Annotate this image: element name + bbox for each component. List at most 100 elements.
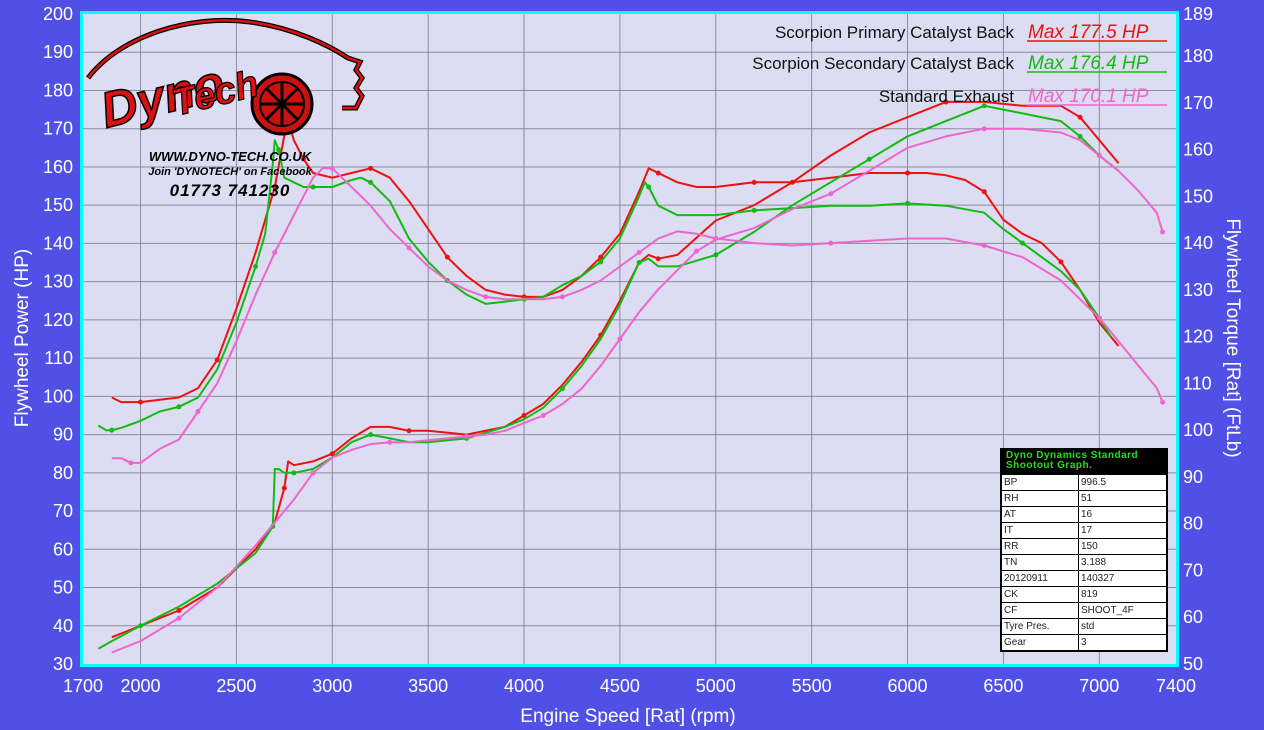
series-torque-point [276,147,282,153]
dyno-tech-logo-graphic: Dyno Tech [86,17,366,139]
x-tick-label: 4500 [600,676,640,696]
x-tick-label: 2000 [121,676,161,696]
info-table-body: BP 996.5 RH 51 AT 16 IT 17 RR 150 TN 3.188 20120911 1… [1001,474,1167,651]
info-key: 20120911 [1001,570,1079,587]
series-torque-point [636,249,642,255]
series-power-point [521,412,527,418]
y2-tick-label: 110 [1183,373,1212,393]
info-row: IT 17 [1001,522,1167,539]
series-power-point [291,470,297,476]
series-torque-point [751,207,757,213]
shootout-info-box: Dyno Dynamics Standard Shootout Graph. B… [1000,448,1168,652]
series-power-point [559,386,565,392]
x-tick-label: 7400 [1156,676,1196,696]
legend-label-primary: Scorpion Primary Catalyst Back [775,23,1015,42]
y-tick-label: 150 [43,195,73,215]
info-row: BP 996.5 [1001,474,1167,491]
y2-tick-label: 189 [1183,4,1213,24]
series-torque-point [214,357,220,363]
series-torque-point [981,189,987,195]
series-power-point [176,615,182,621]
y2-axis-ticks: 50 60 70 80 90 100 110 120 130 140 150 160 170 180 189 [1183,4,1213,674]
legend: Scorpion Primary Catalyst Back Max 177.5… [752,22,1167,107]
info-value: 51 [1078,490,1167,507]
info-row: AT 16 [1001,506,1167,523]
y-tick-label: 60 [53,539,73,559]
series-torque-point [310,184,316,190]
dyno-tech-logo: Dyno Tech [80,16,370,201]
y2-tick-label: 140 [1183,233,1213,253]
legend-max-standard: Max 170.1 HP [1028,86,1149,107]
series-power-point [655,256,661,262]
series-power-point [1160,229,1166,235]
series-torque-point [646,184,652,190]
info-row: CF SHOOT_4F [1001,602,1167,619]
series-power-point [368,432,374,438]
series-torque-point [128,460,134,466]
x-axis-ticks: 1700 2000 2500 3000 3500 4000 4500 5000 5500 6000… [63,676,1196,696]
info-key: TN [1001,554,1079,571]
info-key: BP [1001,474,1079,491]
series-torque-point [713,235,719,241]
info-key: Tyre Pres. [1001,618,1079,635]
info-value: 819 [1078,586,1167,603]
info-value: 996.5 [1078,474,1167,491]
y-tick-label: 160 [43,157,73,177]
info-box-title-line2: Shootout Graph. [1006,460,1093,471]
series-power-line [111,127,1164,654]
series-torque-point [329,165,335,171]
brand-website: WWW.DYNO-TECH.CO.UK [148,149,312,164]
info-row: Tyre Pres. std [1001,618,1167,635]
x-tick-label: 3000 [312,676,352,696]
series-torque-point [1020,240,1026,246]
series-power-point [981,103,987,109]
y-tick-label: 70 [53,501,73,521]
y-tick-label: 80 [53,463,73,483]
info-box-title: Dyno Dynamics Standard Shootout Graph. [1001,449,1167,474]
info-value: 17 [1078,522,1167,539]
series-torque-point [1096,315,1102,321]
y-tick-label: 100 [43,386,73,406]
x-tick-label: 6500 [983,676,1023,696]
y-tick-label: 180 [43,80,73,100]
series-power-line [111,100,1120,639]
info-key: AT [1001,506,1079,523]
series-power-point [617,336,623,342]
series-power-point [1096,152,1102,158]
series-power-point [694,248,700,254]
series-power-point [281,485,287,491]
series-power-point [943,99,949,105]
series-power-point [636,260,642,266]
series-torque-point [176,404,182,410]
y-tick-label: 120 [43,310,73,330]
legend-label-secondary: Scorpion Secondary Catalyst Back [752,54,1014,73]
series-power-point [406,428,412,434]
y2-tick-label: 180 [1183,46,1213,66]
info-key: RH [1001,490,1079,507]
y-axis-ticks: 30 40 50 60 70 80 90 100 110 120 130 140 150 160 170 18… [43,4,73,674]
info-box-title-line1: Dyno Dynamics Standard [1006,450,1139,461]
brand-phone: 01773 741230 [169,181,291,200]
series-torque-point [109,427,115,433]
y2-axis-title: Flywheel Torque [Rat] (FtLb) [1222,218,1243,457]
series-torque-point [368,165,374,171]
series-torque-point [751,179,757,185]
series-torque-line [111,167,1164,464]
info-row: RR 150 [1001,538,1167,555]
y2-tick-label: 170 [1183,93,1213,113]
y-tick-label: 190 [43,42,73,62]
x-axis-title: Engine Speed [Rat] (rpm) [520,706,735,727]
info-row: RH 51 [1001,490,1167,507]
series-torque-point [598,259,604,265]
series-power-point [713,252,719,258]
series-torque-point [559,294,565,300]
y-tick-label: 140 [43,233,73,253]
y-tick-label: 40 [53,616,73,636]
y2-tick-label: 80 [1183,514,1203,534]
series-torque-point [272,249,278,255]
y-tick-label: 200 [43,4,73,24]
info-value: 16 [1078,506,1167,523]
x-tick-label: 7000 [1079,676,1119,696]
series-torque-point [1160,399,1166,405]
series-power-point [828,191,834,197]
